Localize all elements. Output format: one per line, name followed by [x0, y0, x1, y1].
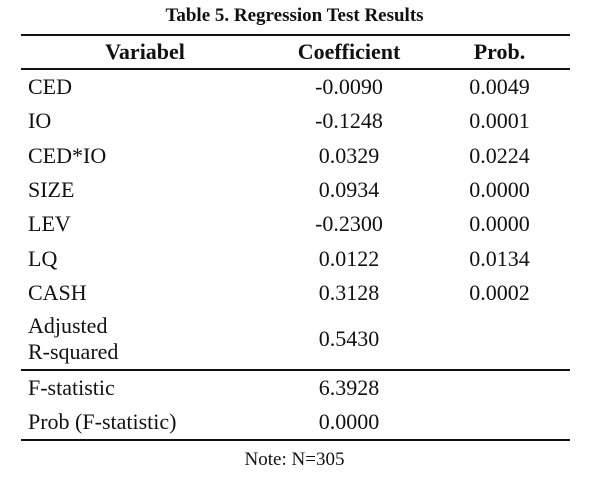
- table-row: IO -0.1248 0.0001: [21, 105, 570, 136]
- row-variable: CED: [28, 73, 72, 99]
- table-row: CED*IO 0.0329 0.0224: [21, 140, 570, 171]
- row-variable: CED*IO: [28, 142, 107, 168]
- row-coefficient: 0.0122: [318, 245, 380, 271]
- row-prob: 0.0224: [469, 142, 530, 168]
- row-prob: 0.0134: [469, 245, 530, 271]
- table-row: LQ 0.0122 0.0134: [21, 243, 570, 274]
- table-header-row: Variabel Coefficient Prob.: [21, 37, 570, 67]
- table-note: Note: N=305: [244, 449, 345, 470]
- f-statistic-label: F-statistic: [28, 374, 115, 400]
- stats-rule: [21, 369, 570, 371]
- header-prob: Prob.: [473, 39, 526, 64]
- row-coefficient: -0.2300: [315, 210, 383, 236]
- adjusted-r-squared-label-line2: R-squared: [28, 339, 119, 364]
- table-title: Table 5. Regression Test Results: [165, 5, 424, 26]
- f-statistic-value: 6.3928: [318, 374, 380, 400]
- adjusted-r-squared-row: Adjusted R-squared 0.5430: [21, 311, 570, 367]
- row-coefficient: -0.0090: [315, 73, 383, 99]
- row-variable: LEV: [28, 210, 71, 236]
- row-prob: 0.0001: [469, 107, 530, 133]
- top-rule: [21, 34, 570, 36]
- table-row: CASH 0.3128 0.0002: [21, 277, 570, 308]
- header-coefficient: Coefficient: [297, 39, 401, 64]
- row-variable: IO: [28, 107, 52, 133]
- adjusted-r-squared-value: 0.5430: [318, 326, 380, 351]
- row-variable: LQ: [28, 245, 58, 271]
- prob-f-statistic-value: 0.0000: [318, 408, 380, 434]
- f-statistic-row: F-statistic 6.3928: [21, 372, 570, 403]
- table-row: LEV -0.2300 0.0000: [21, 208, 570, 239]
- bottom-rule: [21, 439, 570, 441]
- adjusted-r-squared-label-line1: Adjusted: [28, 313, 108, 338]
- table-row: SIZE 0.0934 0.0000: [21, 174, 570, 205]
- prob-f-statistic-row: Prob (F-statistic) 0.0000: [21, 406, 570, 437]
- row-coefficient: 0.0329: [318, 142, 380, 168]
- adjusted-r-squared-label: Adjusted R-squared: [21, 313, 269, 365]
- row-prob: 0.0049: [469, 73, 530, 99]
- row-coefficient: -0.1248: [315, 107, 383, 133]
- header-variable: Variabel: [105, 39, 185, 64]
- prob-f-statistic-label: Prob (F-statistic): [28, 408, 177, 434]
- row-coefficient: 0.3128: [318, 279, 380, 305]
- header-rule: [21, 68, 570, 70]
- row-coefficient: 0.0934: [318, 176, 380, 202]
- row-prob: 0.0002: [469, 279, 530, 305]
- row-prob: 0.0000: [469, 210, 530, 236]
- row-prob: 0.0000: [469, 176, 530, 202]
- table-row: CED -0.0090 0.0049: [21, 71, 570, 102]
- row-variable: SIZE: [28, 176, 75, 202]
- row-variable: CASH: [28, 279, 87, 305]
